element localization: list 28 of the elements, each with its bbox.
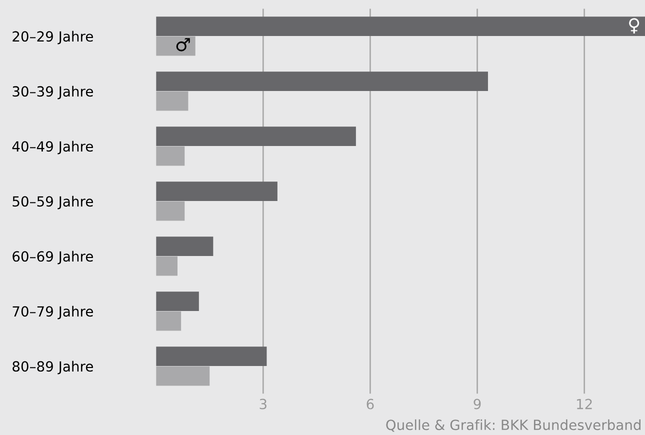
x-tick-label: 9 — [474, 398, 481, 410]
bar — [156, 72, 488, 91]
bar — [156, 236, 214, 256]
y-tick-label: 40–49 Jahre — [12, 140, 93, 154]
bar — [156, 91, 188, 111]
y-tick-label: 30–39 Jahre — [12, 86, 93, 100]
source-note: Quelle & Grafik: BKK Bundesverband — [386, 419, 641, 432]
y-tick-label: 70–79 Jahre — [12, 306, 93, 320]
y-tick-label: 60–69 Jahre — [12, 250, 93, 264]
bar — [156, 126, 356, 146]
bar — [156, 366, 210, 386]
x-tick-label: 3 — [260, 398, 266, 410]
bar — [156, 311, 182, 331]
bar — [156, 256, 178, 276]
x-tick-label: 6 — [366, 398, 374, 410]
bar — [156, 146, 185, 166]
x-tick-label: 12 — [577, 398, 592, 410]
series-label: ♂ — [176, 38, 190, 52]
bar — [156, 346, 267, 366]
bar — [156, 292, 199, 311]
y-tick-label: 80–89 Jahre — [12, 360, 93, 374]
bar — [156, 36, 196, 56]
y-tick-label: 50–59 Jahre — [12, 196, 93, 210]
bar — [156, 201, 185, 221]
bar — [156, 16, 645, 36]
bar — [156, 182, 278, 201]
series-label: ♀ — [629, 18, 640, 34]
y-tick-label: 20–29 Jahre — [12, 30, 93, 44]
